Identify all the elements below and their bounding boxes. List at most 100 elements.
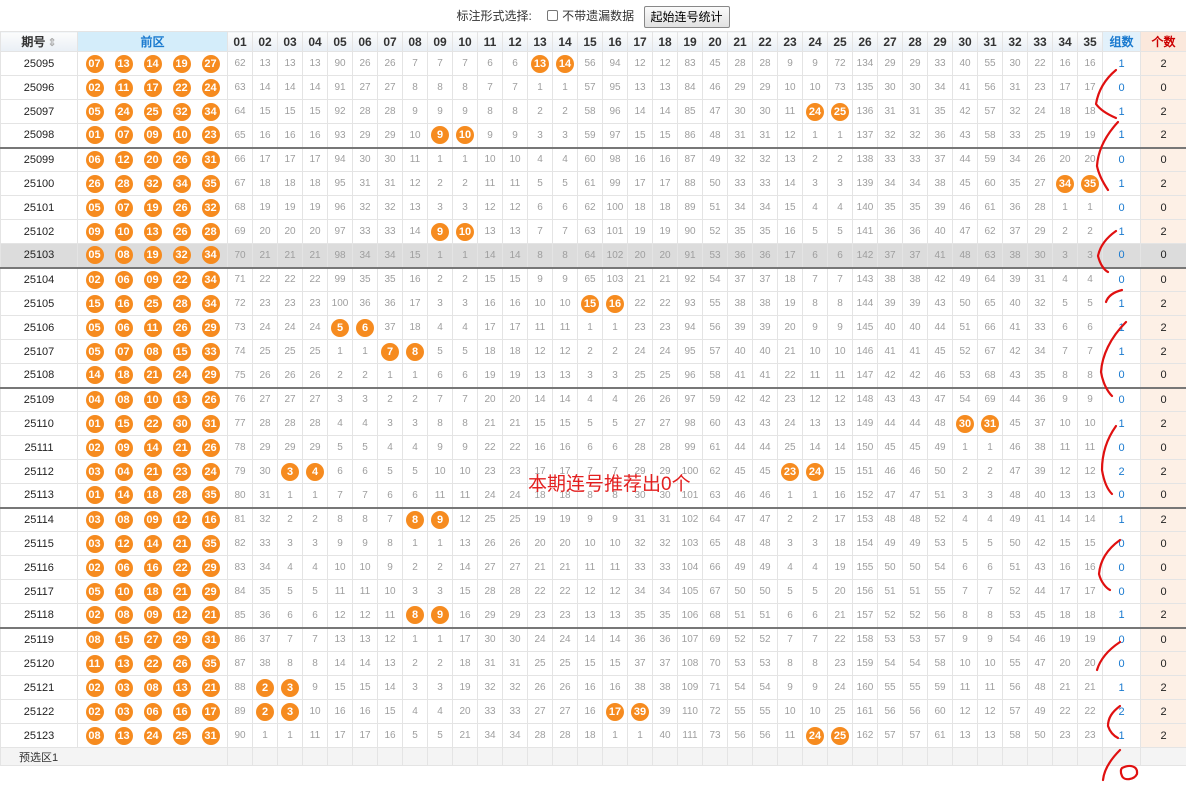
preselect-cell[interactable]: [927, 747, 953, 766]
miss-cell: 12: [802, 386, 828, 412]
preselect-cell[interactable]: [1077, 747, 1103, 766]
sort-icon[interactable]: ⇕: [47, 37, 57, 49]
preselect-cell[interactable]: [327, 747, 353, 766]
miss-cell: 50: [1002, 531, 1028, 556]
miss-cell: 3: [327, 386, 353, 412]
miss-cell: 9: [327, 531, 353, 556]
miss-cell: 2: [577, 339, 603, 364]
preselect-cell[interactable]: [752, 747, 778, 766]
miss-cell: 32: [1027, 291, 1053, 316]
preselect-cell[interactable]: [977, 747, 1003, 766]
preselect-cell[interactable]: [652, 747, 678, 766]
preselect-cell[interactable]: [1052, 747, 1078, 766]
preselect-cell[interactable]: [802, 747, 828, 766]
miss-cell: 58: [702, 363, 728, 388]
miss-cell: 103: [677, 531, 703, 556]
preselect-cell[interactable]: [727, 747, 753, 766]
miss-cell: 3: [302, 531, 328, 556]
preselect-cell[interactable]: [477, 747, 503, 766]
consecutive-ball: 15: [581, 294, 599, 313]
miss-cell: 17: [527, 459, 553, 484]
preselect-cell[interactable]: [602, 747, 628, 766]
miss-cell: 3: [977, 483, 1003, 508]
preselect-cell[interactable]: [352, 747, 378, 766]
preselect-cell[interactable]: [302, 747, 328, 766]
miss-cell: 3: [427, 291, 453, 316]
preselect-cell[interactable]: [402, 747, 428, 766]
miss-cell: 19: [552, 506, 578, 532]
miss-cell: 12: [327, 603, 353, 628]
miss-cell: 40: [952, 51, 978, 76]
miss-cell: 5: [302, 579, 328, 604]
miss-cell: 15: [552, 411, 578, 436]
preselect-cell[interactable]: [527, 747, 553, 766]
miss-cell: 37: [1002, 219, 1028, 244]
preselect-cell[interactable]: [1140, 747, 1186, 766]
miss-cell: 51: [927, 483, 953, 508]
preselect-cell[interactable]: [852, 747, 878, 766]
preselect-cell[interactable]: [427, 747, 453, 766]
preselect-cell[interactable]: [552, 747, 578, 766]
count-cell: 0: [1140, 626, 1186, 652]
preselect-row: 预选区1: [0, 747, 1186, 766]
miss-cell: 157: [852, 603, 878, 628]
miss-cell: 45: [1027, 603, 1053, 628]
table-row: 25109 04 08 10 13 26 76 27 27 27 3 3 2 2 7 7 20 20 14 14 4 4 2…: [0, 386, 1186, 412]
miss-cell: 14: [452, 555, 478, 580]
front-balls-cell: 01 07 09 10 23: [77, 123, 228, 148]
miss-cell: 12: [827, 386, 853, 412]
preselect-cell[interactable]: [252, 747, 278, 766]
miss-cell: 27: [552, 699, 578, 724]
preselect-cell[interactable]: [827, 747, 853, 766]
miss-cell: 7: [477, 75, 503, 100]
preselect-cell[interactable]: [777, 747, 803, 766]
miss-cell: 9: [352, 531, 378, 556]
miss-cell: 31: [977, 411, 1003, 436]
miss-cell: 66: [227, 146, 253, 172]
miss-cell: 68: [702, 603, 728, 628]
miss-cell: 46: [877, 459, 903, 484]
preselect-cell[interactable]: [952, 747, 978, 766]
no-missing-data-checkbox[interactable]: [547, 10, 559, 21]
table-row: 25101 05 07 19 26 32 68 19 19 19 96 32 32 13 3 3 12 12 6 6 6…: [0, 195, 1186, 220]
drawn-ball: 28: [172, 294, 191, 313]
preselect-cell[interactable]: [377, 747, 403, 766]
preselect-cell[interactable]: [1027, 747, 1053, 766]
miss-cell: 1: [302, 483, 328, 508]
preselect-cell[interactable]: [1002, 747, 1028, 766]
miss-cell: 110: [677, 699, 703, 724]
miss-cell: 2: [402, 651, 428, 676]
preselect-cell[interactable]: [1102, 747, 1141, 766]
preselect-cell[interactable]: [902, 747, 928, 766]
preselect-cell[interactable]: [227, 747, 253, 766]
miss-cell: 50: [877, 555, 903, 580]
miss-cell: 54: [952, 386, 978, 412]
preselect-cell[interactable]: [627, 747, 653, 766]
miss-cell: 10: [552, 291, 578, 316]
miss-cell: 29: [252, 435, 278, 460]
miss-cell: 5: [527, 171, 553, 196]
miss-cell: 84: [227, 579, 253, 604]
group-count-cell: 0: [1102, 651, 1141, 676]
miss-cell: 69: [702, 626, 728, 652]
miss-cell: 15: [577, 291, 603, 316]
preselect-cell[interactable]: [702, 747, 728, 766]
miss-cell: 13: [827, 411, 853, 436]
miss-cell: 1: [352, 339, 378, 364]
miss-cell: 15: [577, 651, 603, 676]
preselect-cell[interactable]: [502, 747, 528, 766]
miss-cell: 3: [427, 579, 453, 604]
miss-cell: 18: [402, 315, 428, 340]
preselect-cell[interactable]: [277, 747, 303, 766]
miss-cell: 14: [352, 651, 378, 676]
preselect-cell[interactable]: [452, 747, 478, 766]
start-consecutive-stats-button[interactable]: 起始连号统计: [643, 5, 730, 28]
miss-cell: 11: [1077, 435, 1103, 460]
preselect-cell[interactable]: [577, 747, 603, 766]
preselect-cell[interactable]: [677, 747, 703, 766]
period-column-header[interactable]: 期号 ⇕: [0, 31, 78, 52]
group-count-cell: 0: [1102, 195, 1141, 220]
preselect-cell[interactable]: [877, 747, 903, 766]
miss-cell: 23: [252, 291, 278, 316]
miss-cell: 34: [727, 195, 753, 220]
